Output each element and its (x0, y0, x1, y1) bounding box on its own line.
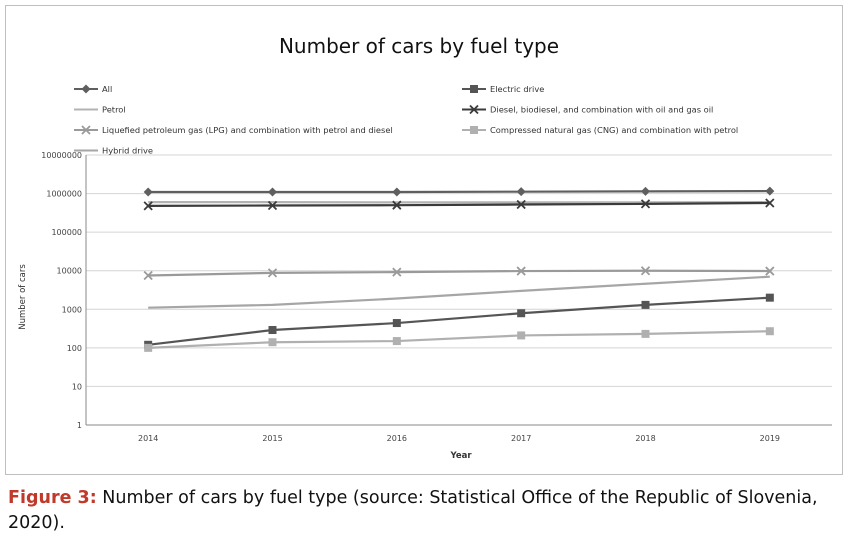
data-point (144, 343, 153, 352)
y-tick-label: 1 (77, 421, 82, 430)
data-point (268, 338, 277, 347)
data-point (81, 84, 91, 94)
data-point (268, 187, 277, 197)
x-axis-label: Year (449, 451, 472, 461)
data-point (470, 126, 478, 134)
series-line (148, 201, 770, 207)
data-point (517, 309, 526, 318)
y-tick-label: 100 (67, 344, 82, 353)
gridlines (85, 154, 832, 426)
data-point (470, 85, 478, 93)
chart-title: Number of cars by fuel type (279, 34, 559, 58)
data-point (640, 266, 651, 276)
data-point (517, 331, 526, 340)
figure-caption: Figure 3: Number of cars by fuel type (s… (8, 486, 844, 536)
data-point (392, 200, 402, 210)
data-point (143, 187, 153, 197)
data-point (641, 329, 650, 338)
series-line (148, 269, 770, 277)
data-point (516, 266, 526, 276)
legend-label: All (102, 84, 112, 94)
series-cng (144, 327, 774, 352)
legend-item-lpg: Liquefied petroleum gas (LPG) and combin… (74, 125, 393, 135)
x-tick-label: 2016 (387, 434, 407, 443)
legend-label: Electric drive (490, 84, 544, 94)
data-point (392, 319, 401, 328)
legend-item-hybrid: Hybrid drive (74, 146, 153, 156)
series-all (143, 186, 775, 197)
legend-item-all: All (74, 84, 112, 94)
legend-label: Hybrid drive (102, 146, 153, 156)
legend-item-cng: Compressed natural gas (CNG) and combina… (462, 125, 738, 135)
data-point (765, 186, 775, 196)
y-tick-label: 10000000 (41, 151, 82, 160)
x-tick-label: 2017 (511, 434, 531, 443)
legend-item-petrol: Petrol (74, 105, 126, 115)
y-axis-label: Number of cars (18, 264, 28, 330)
chart-frame: Number of cars by fuel type 1 10 100 1000 10… (5, 5, 843, 475)
series-line (148, 330, 770, 349)
data-point (392, 187, 402, 197)
legend-item-electric: Electric drive (462, 84, 544, 94)
y-tick-label: 100000 (51, 228, 82, 237)
series-layer (143, 186, 775, 352)
series-lpg (143, 266, 775, 281)
series-hybrid (148, 275, 770, 309)
x-tick-label: 2018 (635, 434, 655, 443)
y-axis-ticks: 1 10 100 1000 10000 100000 1000000 10000000 (41, 151, 82, 430)
y-tick-label: 10000 (57, 267, 82, 276)
y-tick-label: 1000 (62, 305, 82, 314)
data-point (641, 186, 650, 196)
data-point (765, 293, 774, 302)
y-tick-label: 10 (72, 382, 82, 391)
data-point (81, 125, 91, 135)
legend-item-diesel: Diesel, biodiesel, and combination with … (462, 105, 713, 115)
data-point (268, 326, 277, 335)
legend: All Petrol Liquefied petroleum gas (LPG) a… (74, 84, 738, 156)
series-line (148, 275, 770, 309)
caption-label: Figure 3: (8, 488, 97, 508)
legend-label: Diesel, biodiesel, and combination with … (490, 105, 713, 115)
x-tick-label: 2015 (262, 434, 282, 443)
legend-label: Compressed natural gas (CNG) and combina… (490, 125, 738, 135)
data-point (640, 199, 651, 209)
data-point (765, 266, 775, 276)
caption-text: Number of cars by fuel type (source: Sta… (8, 488, 818, 533)
data-point (392, 337, 401, 346)
data-point (469, 104, 479, 115)
data-point (267, 200, 278, 211)
data-point (392, 267, 402, 277)
data-point (765, 198, 775, 208)
data-point (765, 327, 774, 336)
y-tick-label: 1000000 (46, 190, 82, 199)
data-point (143, 270, 153, 281)
chart-canvas: Number of cars by fuel type 1 10 100 1000 10… (18, 34, 832, 461)
series-diesel (143, 198, 775, 211)
data-point (267, 268, 278, 278)
x-tick-label: 2014 (138, 434, 158, 443)
legend-label: Petrol (102, 105, 126, 115)
series-line (148, 189, 770, 194)
legend-label: Liquefied petroleum gas (LPG) and combin… (102, 125, 393, 135)
series-line (148, 296, 770, 346)
x-axis-ticks: 2014 2015 2016 2017 2018 2019 (138, 434, 780, 443)
x-tick-label: 2019 (760, 434, 780, 443)
series-electric (144, 293, 774, 349)
data-point (516, 199, 526, 210)
data-point (641, 300, 650, 309)
data-point (516, 187, 526, 197)
data-point (143, 201, 153, 211)
